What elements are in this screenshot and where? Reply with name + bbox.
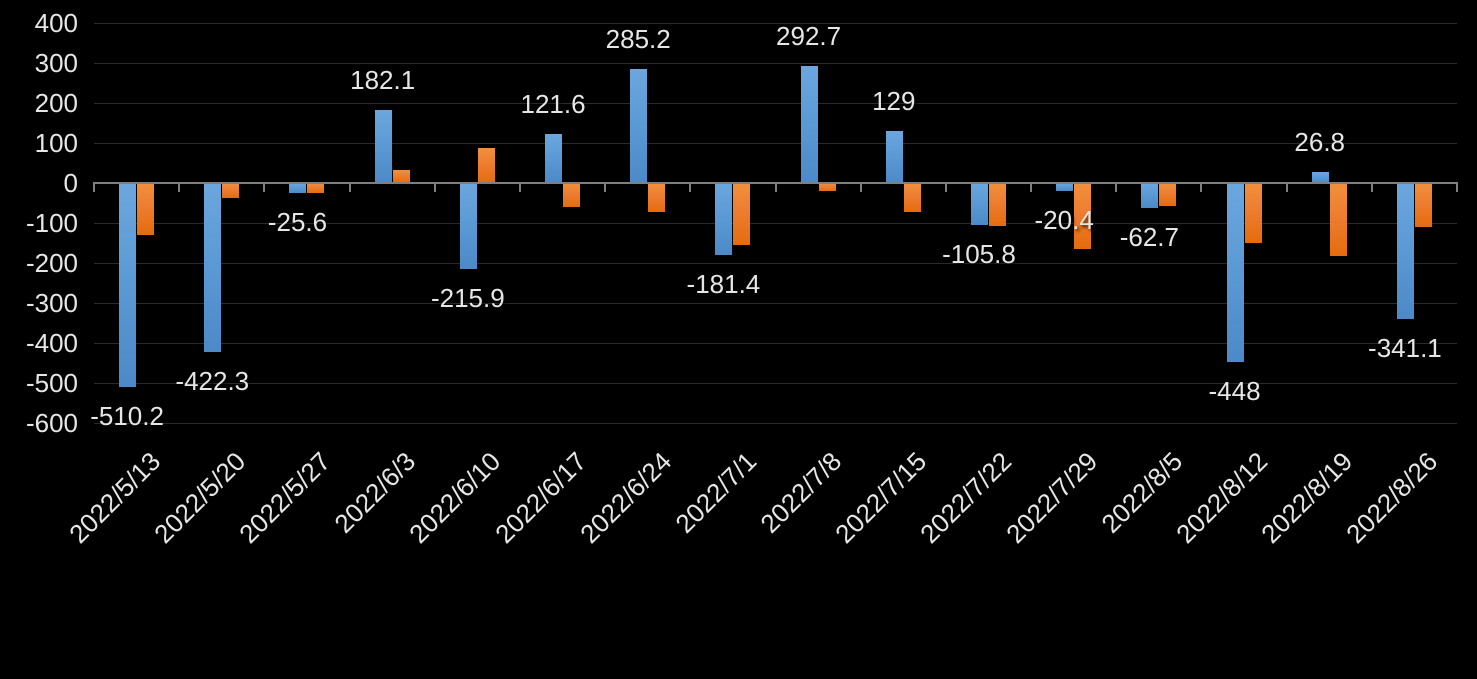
x-axis-tick — [1285, 183, 1288, 192]
gridline — [94, 422, 1457, 424]
data-label: 26.8 — [1294, 126, 1346, 157]
bar-blue — [119, 182, 137, 387]
y-axis-tick-label: 200 — [34, 87, 78, 118]
gridline — [94, 342, 1457, 344]
x-axis-tick — [1200, 183, 1203, 192]
data-label: 121.6 — [520, 89, 586, 120]
gridline — [94, 22, 1457, 24]
x-axis-tick — [774, 183, 777, 192]
bar-orange — [477, 147, 495, 183]
x-axis-tick — [1370, 183, 1373, 192]
gridline — [94, 262, 1457, 264]
data-label: -422.3 — [175, 365, 250, 396]
gridline — [94, 102, 1457, 104]
data-label: -181.4 — [686, 269, 761, 300]
bar-blue — [1311, 171, 1329, 183]
bar-blue — [630, 68, 648, 183]
y-axis-tick-label: -400 — [25, 327, 78, 358]
x-axis-tick — [1115, 183, 1118, 192]
bar-blue — [374, 109, 392, 183]
gridline — [94, 142, 1457, 144]
y-axis-tick-label: 300 — [34, 47, 78, 78]
bar-orange — [137, 182, 155, 235]
y-axis-tick-label: -500 — [25, 367, 78, 398]
bar-blue — [289, 182, 307, 193]
y-axis-tick-label: 100 — [34, 127, 78, 158]
x-axis-tick — [348, 183, 351, 192]
data-label: -448 — [1208, 375, 1261, 406]
bar-orange — [733, 182, 751, 245]
y-axis-tick-label: -600 — [25, 407, 78, 438]
bar-orange — [222, 182, 240, 198]
data-label: -25.6 — [267, 206, 328, 237]
x-axis-line — [93, 181, 1458, 184]
bar-blue — [885, 131, 903, 183]
bar-blue — [1396, 182, 1414, 320]
bar-orange — [1414, 182, 1432, 227]
bar-blue — [970, 182, 988, 225]
x-axis-tick — [93, 183, 95, 192]
x-axis-tick — [178, 183, 181, 192]
data-label: -510.2 — [90, 400, 164, 431]
bar-orange — [1244, 182, 1262, 243]
x-axis-tick — [263, 183, 266, 192]
x-axis-tick — [689, 183, 692, 192]
bar-blue — [715, 182, 733, 256]
bar-orange — [988, 182, 1006, 226]
bar-blue — [1226, 182, 1244, 362]
data-label: -62.7 — [1119, 221, 1179, 252]
bar-orange — [818, 182, 836, 192]
data-label: -341.1 — [1368, 333, 1442, 364]
x-axis-tick — [433, 183, 436, 192]
gridline — [94, 62, 1457, 64]
x-axis-tick — [944, 183, 947, 192]
bar-orange — [307, 182, 325, 194]
bar-orange — [1159, 182, 1177, 206]
x-axis-tick — [1030, 183, 1033, 192]
bar-blue — [545, 134, 563, 183]
data-label: 292.7 — [776, 20, 842, 51]
x-axis-tick — [518, 183, 521, 192]
data-label: 129 — [872, 86, 916, 117]
x-axis-tick — [604, 183, 607, 192]
bar-blue — [1141, 182, 1159, 208]
y-axis-tick-label: 0 — [63, 167, 78, 198]
gridline — [94, 382, 1457, 384]
bar-orange — [1329, 182, 1347, 256]
bar-blue — [459, 182, 477, 270]
y-axis-tick-label: -100 — [25, 207, 78, 238]
y-axis-tick-label: 400 — [34, 7, 78, 38]
bar-orange — [903, 182, 921, 212]
bar-orange — [1074, 182, 1092, 250]
bar-orange — [392, 169, 410, 183]
bar-chart: 400 300 200 100 0 -100 -200 -300 -400 -500 -600 -51… — [25, 7, 1458, 550]
x-axis-tick — [859, 183, 862, 192]
bar-blue — [204, 182, 222, 352]
bar-orange — [563, 182, 581, 207]
data-label: -105.8 — [942, 239, 1016, 270]
y-axis-tick-label: -200 — [25, 247, 78, 278]
x-axis-tick — [1456, 183, 1458, 192]
bar-orange — [648, 182, 666, 212]
gridline — [94, 302, 1457, 304]
bar-blue — [1056, 182, 1074, 191]
data-label: 285.2 — [605, 23, 671, 54]
data-label: -20.4 — [1034, 204, 1094, 235]
data-label: 182.1 — [350, 64, 416, 95]
gridline — [94, 222, 1457, 224]
y-axis-tick-label: -300 — [25, 287, 78, 318]
data-label: -215.9 — [430, 283, 505, 314]
bar-blue — [800, 65, 818, 183]
